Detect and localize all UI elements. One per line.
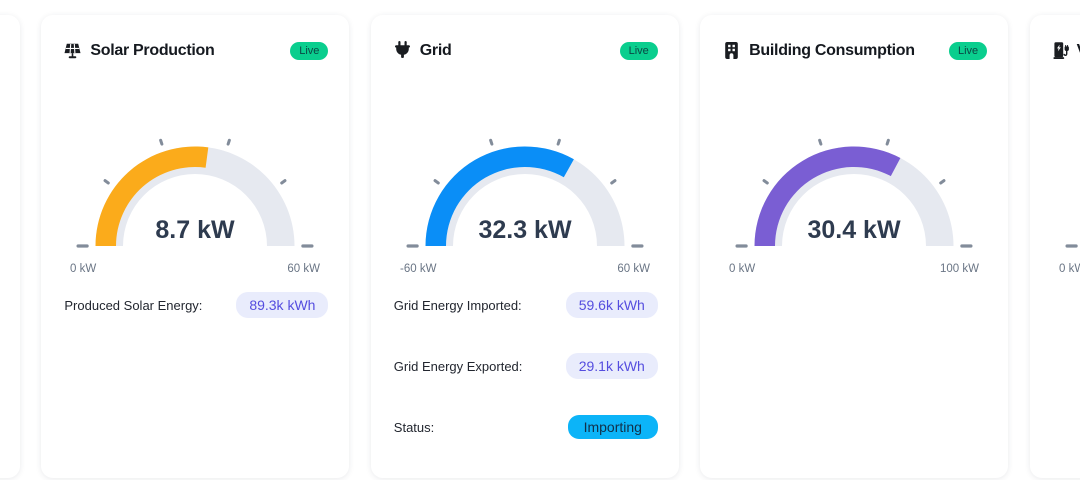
svg-text:0 kW: 0 kW bbox=[1059, 263, 1080, 275]
svg-text:60 kW: 60 kW bbox=[288, 263, 321, 275]
svg-text:60 kW: 60 kW bbox=[617, 263, 650, 275]
svg-text:32.3 kW: 32.3 kW bbox=[478, 216, 572, 244]
svg-text:30.4 kW: 30.4 kW bbox=[808, 216, 902, 244]
svg-text:-60 kW: -60 kW bbox=[400, 263, 437, 275]
svg-text:8.7 kW: 8.7 kW bbox=[156, 216, 236, 244]
svg-text:0 kW: 0 kW bbox=[70, 263, 96, 275]
svg-text:0 kW: 0 kW bbox=[729, 263, 755, 275]
svg-text:100 kW: 100 kW bbox=[940, 263, 979, 275]
